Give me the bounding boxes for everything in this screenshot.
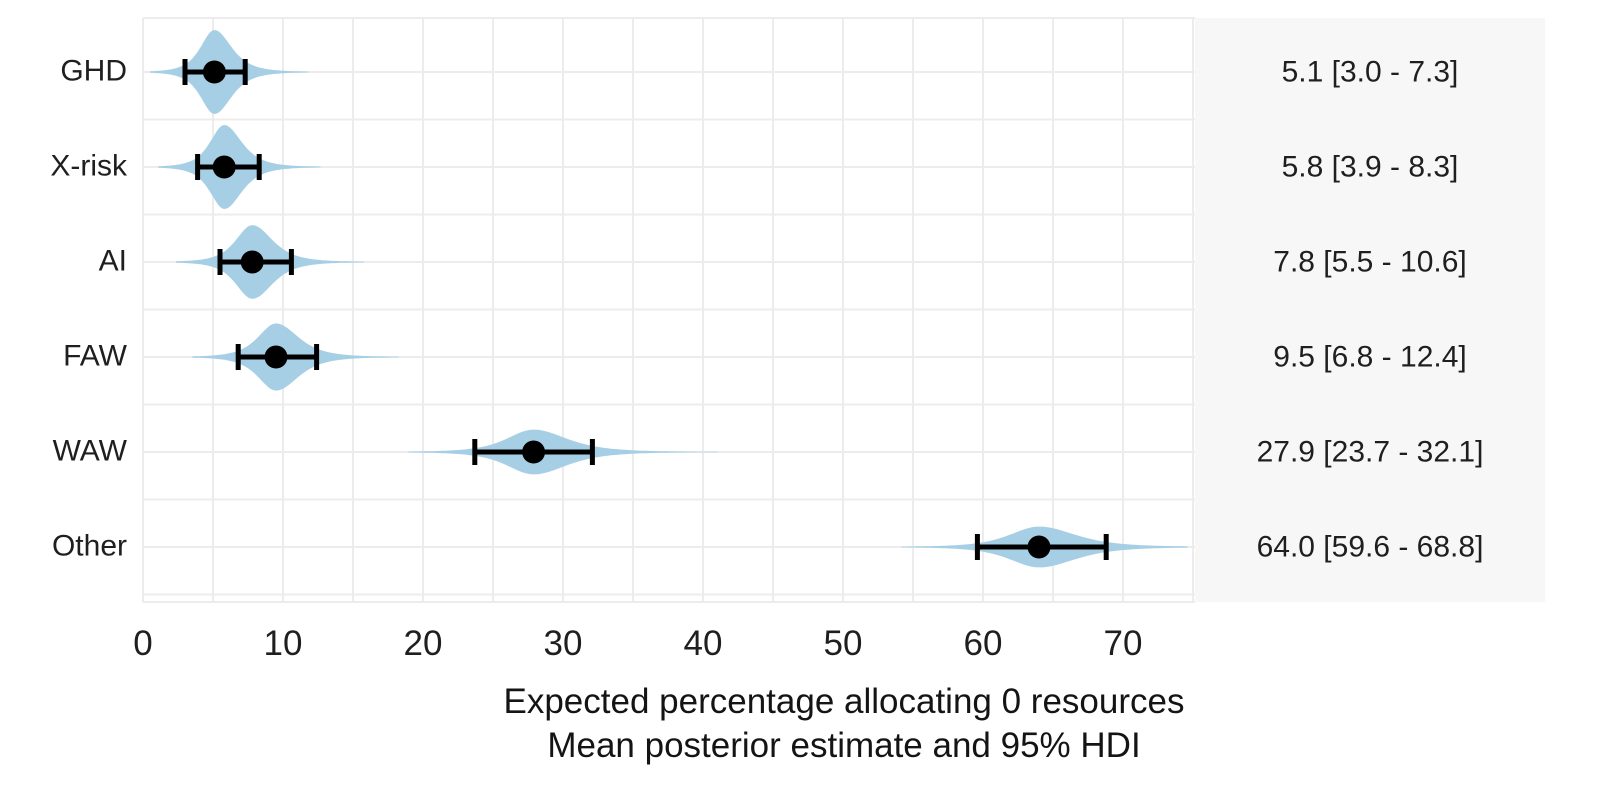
x-axis-tick-70: 70	[1103, 624, 1143, 663]
x-axis-tick-50: 50	[823, 624, 863, 663]
hdi-value-other: 64.0 [59.6 - 68.8]	[1256, 530, 1484, 564]
category-label-faw: FAW	[63, 339, 127, 373]
mean-point-ghd	[202, 60, 226, 84]
x-axis-title: Expected percentage allocating 0 resourc…	[143, 680, 1545, 768]
category-label-waw: WAW	[52, 434, 127, 468]
x-axis-tick-40: 40	[683, 624, 723, 663]
hdi-value-waw: 27.9 [23.7 - 32.1]	[1256, 435, 1484, 469]
x-axis-tick-0: 0	[133, 624, 153, 663]
category-label-x-risk: X-risk	[50, 149, 127, 183]
x-axis-title-line-2: Mean posterior estimate and 95% HDI	[547, 726, 1141, 765]
category-label-ghd: GHD	[60, 54, 127, 88]
hdi-value-ai: 7.8 [5.5 - 10.6]	[1273, 245, 1467, 279]
x-axis-tick-20: 20	[403, 624, 443, 663]
category-label-ai: AI	[98, 244, 127, 278]
hdi-value-faw: 9.5 [6.8 - 12.4]	[1273, 340, 1467, 374]
mean-point-waw	[522, 440, 546, 464]
hdi-value-x-risk: 5.8 [3.9 - 8.3]	[1281, 150, 1459, 184]
mean-point-ai	[240, 250, 264, 274]
x-axis-tick-60: 60	[963, 624, 1003, 663]
hdi-panel	[1195, 18, 1545, 602]
mean-point-x-risk	[212, 155, 236, 179]
x-axis-title-line-1: Expected percentage allocating 0 resourc…	[503, 682, 1185, 721]
mean-point-other	[1027, 535, 1051, 559]
mean-point-faw	[264, 345, 288, 369]
category-label-other: Other	[51, 529, 127, 563]
x-axis-tick-10: 10	[263, 624, 303, 663]
hdi-value-ghd: 5.1 [3.0 - 7.3]	[1281, 55, 1459, 89]
x-axis-tick-30: 30	[543, 624, 583, 663]
